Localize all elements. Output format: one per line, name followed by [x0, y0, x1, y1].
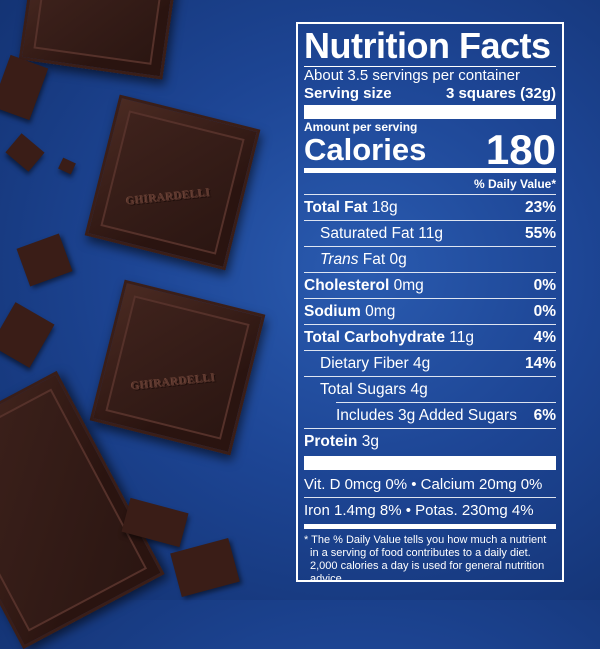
nutrient-name: Total Carbohydrate — [304, 329, 445, 346]
chocolate-square: GHIRARDELLI — [84, 94, 261, 271]
nutrient-amount: 18g — [371, 199, 398, 216]
nutrient-dv: 23% — [524, 199, 556, 216]
nutrient-amount: 0g — [389, 251, 407, 268]
chocolate-chip — [16, 233, 73, 287]
chocolate-chip — [170, 538, 240, 597]
nutrient-name: Total Fat — [304, 199, 368, 216]
amount-per-serving: Amount per serving — [304, 120, 418, 134]
nutrient-name: Total Sugars — [320, 381, 407, 398]
nutrient-amount: 3g — [361, 433, 379, 450]
calories-label: Calories — [304, 132, 427, 167]
serving-size-value: 3 squares (32g) — [445, 85, 556, 102]
nutrient-dv: 6% — [533, 407, 556, 424]
nutrient-dv: 0% — [533, 277, 556, 294]
nutrient-amount: 0mg — [365, 303, 396, 320]
nutrient-name: Sodium — [304, 303, 361, 320]
chocolate-square: GHIRARDELLI — [89, 279, 266, 456]
chocolate-chip — [0, 54, 49, 121]
nutrient-amount: 0mg — [393, 277, 424, 294]
nutrient-dv: 4% — [533, 329, 556, 346]
nutrient-name: Dietary Fiber — [320, 355, 409, 372]
embossed-brand: GHIRARDELLI — [130, 371, 217, 393]
nutrient-dv: 14% — [524, 355, 556, 372]
nutrient-name-suffix: Fat — [358, 251, 386, 268]
minerals-row: Iron 1.4mg 8% • Potas. 230mg 4% — [304, 497, 556, 523]
nutrient-name: Cholesterol — [304, 277, 390, 294]
nutrient-name: Protein — [304, 433, 358, 450]
nutrient-name: Includes 3g Added Sugars — [336, 407, 517, 424]
nutrient-dv: 0% — [533, 303, 556, 320]
calories: Calories 180 — [304, 126, 556, 173]
embossed-brand: GHIRARDELLI — [125, 186, 212, 208]
serving-size: Serving size 3 squares (32g) — [304, 85, 556, 103]
chocolate-chip — [5, 133, 45, 172]
dv-header: % Daily Value* — [473, 177, 556, 191]
nutrient-amount: 4g — [413, 355, 431, 372]
nutrient-amount: 11g — [449, 329, 474, 346]
nutrient-amount: 11g — [418, 225, 443, 242]
nutrient-dv: 55% — [524, 225, 556, 242]
chocolate-chip — [0, 302, 55, 368]
nutrition-facts-label: Nutrition Facts About 3.5 servings per c… — [296, 22, 564, 585]
nutrient-amount: 4g — [410, 381, 428, 398]
label-title: Nutrition Facts — [304, 25, 551, 66]
nutrient-name: Trans — [320, 251, 359, 268]
vitamins-row: Vit. D 0mcg 0% • Calcium 20mg 0% — [304, 476, 543, 493]
nutrient-name: Saturated Fat — [320, 225, 414, 242]
serving-size-label: Serving size — [304, 85, 392, 102]
chocolate-chip — [58, 157, 76, 175]
footnote: * The % Daily Value tells you how much a… — [304, 534, 547, 585]
calories-value: 180 — [485, 126, 556, 173]
servings-per-container: About 3.5 servings per container — [304, 67, 520, 84]
